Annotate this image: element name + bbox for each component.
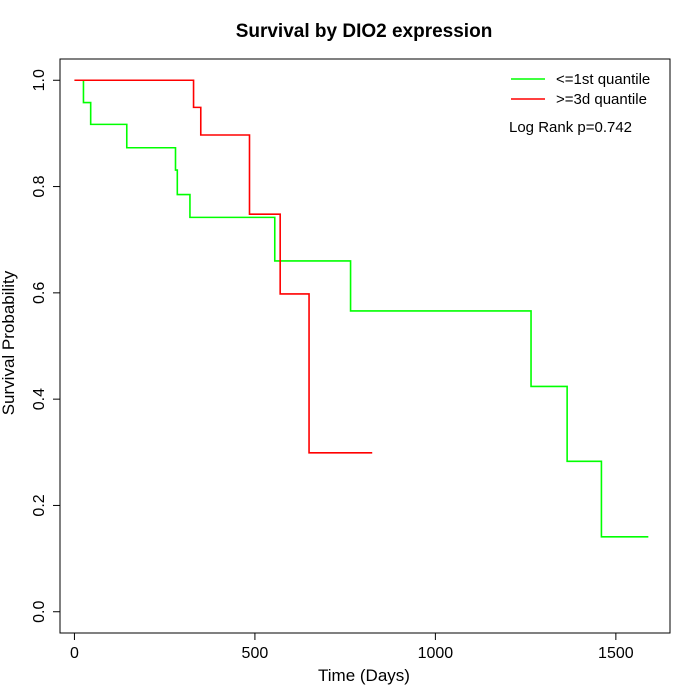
x-axis-label: Time (Days) <box>318 666 410 685</box>
legend: <=1st quantile >=3d quantile <box>511 71 650 108</box>
y-axis: 0.0 0.2 0.4 0.6 0.8 1.0 <box>31 69 61 623</box>
y-tick-label: 0.2 <box>31 494 48 516</box>
chart-title: Survival by DIO2 expression <box>236 21 493 42</box>
x-tick-label: 1500 <box>598 645 634 662</box>
log-rank-annotation: Log Rank p=0.742 <box>509 119 632 136</box>
plot-frame <box>59 58 671 634</box>
y-tick-label: 1.0 <box>31 69 48 91</box>
survival-curve-2 <box>74 79 373 454</box>
x-tick-label: 500 <box>242 645 269 662</box>
x-tick-label: 1000 <box>418 645 454 662</box>
x-tick-label: 0 <box>70 645 79 662</box>
y-axis-label: Survival Probability <box>0 270 18 415</box>
y-tick-label: 0.0 <box>31 601 48 623</box>
legend-label-1: <=1st quantile <box>556 71 650 88</box>
y-tick-label: 0.8 <box>31 175 48 197</box>
y-tick-label: 0.6 <box>31 282 48 304</box>
x-axis: 0 500 1000 1500 <box>70 632 634 662</box>
survival-curve-1 <box>74 79 649 538</box>
y-tick-label: 0.4 <box>31 388 48 410</box>
legend-label-2: >=3d quantile <box>556 91 647 108</box>
series-layer <box>74 79 649 538</box>
